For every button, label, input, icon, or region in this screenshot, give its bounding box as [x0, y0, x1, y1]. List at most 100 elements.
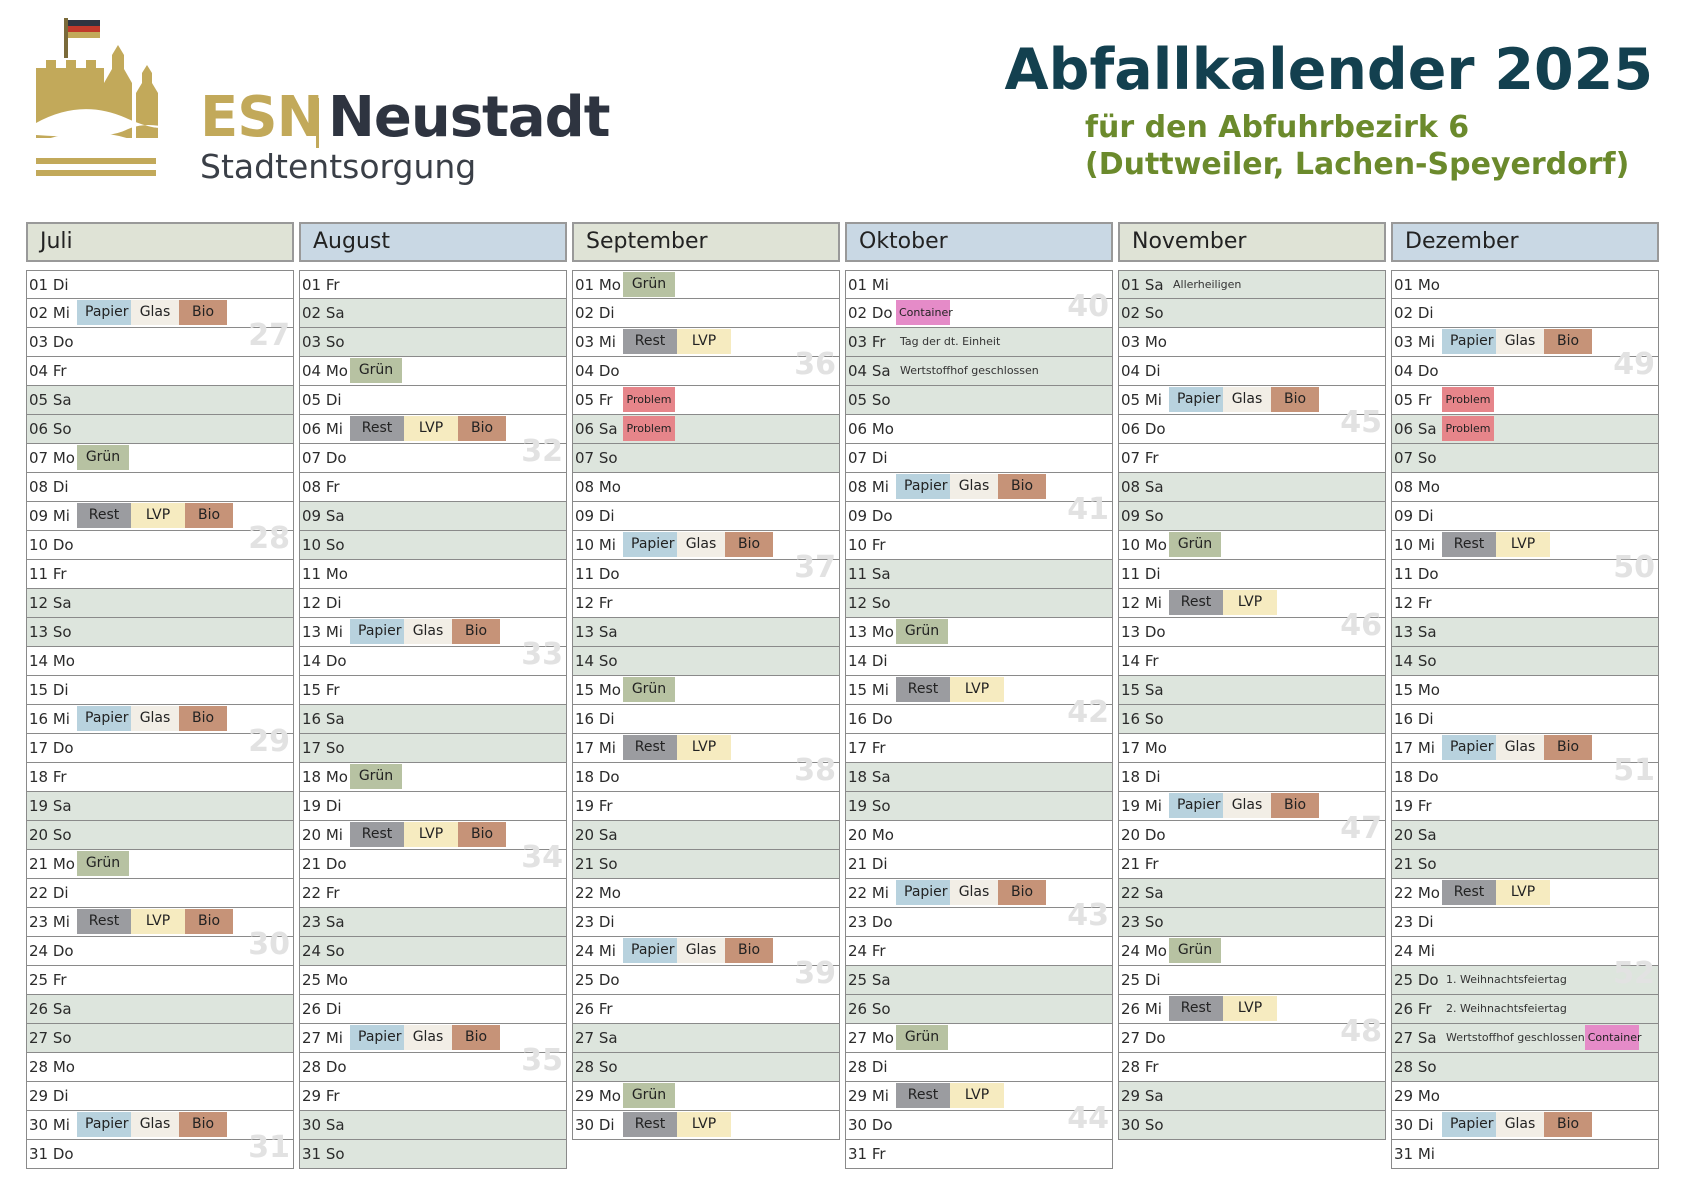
day-row: 08 Mo: [572, 473, 840, 502]
day-row: 12 So: [845, 589, 1113, 618]
month-header: Juli: [26, 222, 294, 262]
day-row: 09 Mi Rest LVP Bio: [26, 502, 294, 531]
day-label: 09 Sa: [302, 507, 345, 525]
day-label: 27 Sa: [1394, 1029, 1437, 1047]
day-label: 15 Mo: [1394, 681, 1440, 699]
day-label: 26 Sa: [29, 1000, 72, 1018]
day-label: 10 Mo: [1121, 536, 1167, 554]
badge-rest: Rest: [896, 677, 950, 702]
day-row: 21 Do 34: [299, 841, 567, 879]
day-row: 23 Di: [572, 908, 840, 937]
day-row: 30 Do 44: [845, 1102, 1113, 1140]
badge-bio: Bio: [1544, 329, 1592, 354]
day-label: 27 Mo: [848, 1029, 894, 1047]
day-label: 19 Sa: [29, 797, 72, 815]
badge-glas: Glas: [677, 532, 725, 557]
day-row: 28 Di: [845, 1053, 1113, 1082]
badge-problem: Problem: [623, 387, 675, 412]
day-row: 11 Di: [1118, 560, 1386, 589]
day-row: 26 Fr 2. Weihnachtsfeiertag: [1391, 995, 1659, 1024]
day-row: 26 So: [845, 995, 1113, 1024]
day-label: 30 Di: [1394, 1116, 1434, 1134]
logo-esn: ESN: [200, 85, 323, 150]
day-row: 28 Mo: [26, 1053, 294, 1082]
day-label: 28 Fr: [1121, 1058, 1159, 1076]
day-row: 03 Fr Tag der dt. Einheit: [845, 328, 1113, 357]
day-label: 20 Do: [1121, 826, 1166, 844]
day-label: 17 Mo: [1121, 739, 1167, 757]
day-label: 21 So: [1394, 855, 1437, 873]
badge-glas: Glas: [131, 706, 179, 731]
day-row: 16 Di: [1391, 705, 1659, 734]
day-row: 20 Mi Rest LVP Bio: [299, 821, 567, 850]
day-row: 06 Do 45: [1118, 406, 1386, 444]
badge-papier: Papier: [77, 1112, 131, 1137]
badge-papier: Papier: [350, 1025, 404, 1050]
day-row: 08 Di: [26, 473, 294, 502]
day-label: 26 Fr: [1394, 1000, 1432, 1018]
day-label: 22 Mo: [575, 884, 621, 902]
day-row: 19 Fr: [572, 792, 840, 821]
day-label: 04 Mo: [302, 362, 348, 380]
day-label: 09 Di: [575, 507, 615, 525]
day-row: 29 Mo: [1391, 1082, 1659, 1111]
day-row: 06 Sa Problem: [572, 415, 840, 444]
day-label: 10 Mi: [1394, 536, 1435, 554]
day-row: 03 Mi Papier Glas Bio: [1391, 328, 1659, 357]
day-row: 03 Do 27: [26, 319, 294, 357]
badge-papier: Papier: [1442, 735, 1496, 760]
day-row: 13 Sa: [1391, 618, 1659, 647]
day-label: 08 Fr: [302, 478, 340, 496]
day-label: 14 Mo: [29, 652, 75, 670]
badge-bio: Bio: [458, 822, 506, 847]
day-row: 14 Mo: [26, 647, 294, 676]
day-row: 06 Mi Rest LVP Bio: [299, 415, 567, 444]
day-label: 17 Mi: [1394, 739, 1435, 757]
day-row: 18 Do 51: [1391, 754, 1659, 792]
day-label: 14 Di: [848, 652, 888, 670]
day-row: 21 Mo Grün: [26, 850, 294, 879]
day-row: 26 Mi Rest LVP: [1118, 995, 1386, 1024]
day-row: 17 So: [299, 734, 567, 763]
badge-lvp: LVP: [1496, 880, 1550, 905]
day-row: 28 So: [572, 1053, 840, 1082]
badge-rest: Rest: [77, 909, 131, 934]
day-label: 23 Di: [1394, 913, 1434, 931]
day-label: 22 Sa: [1121, 884, 1164, 902]
day-label: 25 Sa: [848, 971, 891, 989]
day-row: 07 So: [572, 444, 840, 473]
badge-glas: Glas: [1496, 1112, 1544, 1137]
badge-glas: Glas: [950, 880, 998, 905]
badge-glas: Glas: [404, 1025, 452, 1050]
badge-problem: Problem: [1442, 416, 1494, 441]
day-row: 07 So: [1391, 444, 1659, 473]
day-label: 28 Do: [302, 1058, 347, 1076]
day-label: 31 Do: [29, 1145, 74, 1163]
badge-glas: Glas: [950, 474, 998, 499]
day-row: 18 Do 38: [572, 754, 840, 792]
month-column-oktober: Oktober 01 Mi 02 Do Container 40 03 Fr Tag der…: [845, 222, 1113, 1169]
day-row: 18 Di: [1118, 763, 1386, 792]
day-label: 31 So: [302, 1145, 345, 1163]
day-label: 27 Do: [1121, 1029, 1166, 1047]
day-label: 05 So: [848, 391, 891, 409]
day-label: 13 Do: [1121, 623, 1166, 641]
day-row: 25 Fr: [26, 966, 294, 995]
day-row: 27 Mi Papier Glas Bio: [299, 1024, 567, 1053]
day-row: 21 Fr: [1118, 850, 1386, 879]
day-row: 10 Mi Rest LVP: [1391, 531, 1659, 560]
day-row: 09 So: [1118, 502, 1386, 531]
day-row: 26 Sa: [26, 995, 294, 1024]
day-label: 26 Fr: [575, 1000, 613, 1018]
day-row: 24 Mi: [1391, 937, 1659, 966]
day-label: 11 Do: [1394, 565, 1439, 583]
badge-papier: Papier: [896, 880, 950, 905]
day-label: 11 Mo: [302, 565, 348, 583]
day-row: 24 Mo Grün: [1118, 937, 1386, 966]
day-label: 06 Sa: [1394, 420, 1437, 438]
month-column-august: August 01 Fr 02 Sa 03 So 04 Mo Grün 05 Di 06 Mi…: [299, 222, 567, 1169]
badge-bio: Bio: [998, 474, 1046, 499]
day-label: 20 Mo: [848, 826, 894, 844]
day-label: 09 So: [1121, 507, 1164, 525]
day-label: 29 Mi: [848, 1087, 889, 1105]
